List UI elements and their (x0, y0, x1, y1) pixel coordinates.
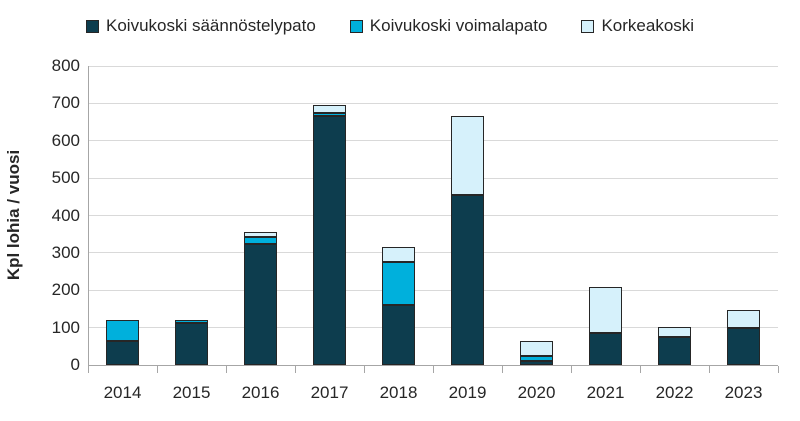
gridline (88, 289, 778, 291)
x-axis-tick (502, 366, 503, 373)
y-tick-label: 300 (51, 242, 80, 262)
x-tick-label: 2017 (310, 383, 349, 402)
bar-segment-9-series-0 (727, 327, 760, 365)
x-tick-label: 2023 (724, 383, 763, 402)
bar-segment-3-series-0 (313, 116, 346, 365)
gridline (88, 252, 778, 254)
bar-segment-3-series-1 (313, 112, 346, 117)
x-axis-tick (709, 366, 710, 373)
bar-segment-6-series-1 (520, 355, 553, 362)
bar-segment-9-series-2 (727, 309, 760, 328)
y-tick-label: 700 (51, 93, 80, 113)
legend-item: Koivukoski säännöstelypato (86, 16, 316, 36)
legend-item: Korkeakoski (581, 16, 694, 36)
y-tick-label: 400 (51, 205, 80, 225)
bar-segment-6-series-2 (520, 340, 553, 356)
x-axis-tick (157, 366, 158, 373)
legend-swatch-icon (581, 19, 595, 33)
bar-segment-2-series-0 (244, 243, 277, 365)
bar-segment-1-series-1 (175, 320, 208, 324)
x-tick-label: 2021 (586, 383, 625, 402)
bar-segment-4-series-2 (382, 247, 415, 263)
x-tick-label: 2022 (655, 383, 694, 402)
x-axis-tick (226, 366, 227, 373)
y-tick-label: 200 (51, 280, 80, 300)
y-tick-label: 800 (51, 56, 80, 75)
x-axis-tick (295, 366, 296, 373)
x-axis-tick (364, 366, 365, 373)
bar-segment-4-series-1 (382, 262, 415, 306)
y-tick-label: 500 (51, 168, 80, 188)
chart-legend: Koivukoski säännöstelypato Koivukoski voi… (86, 16, 694, 36)
bar-segment-4-series-0 (382, 305, 415, 365)
y-axis-line (88, 66, 89, 365)
x-axis-tick (778, 366, 779, 373)
x-tick-label: 2020 (517, 383, 556, 402)
bar-segment-8-series-0 (658, 336, 691, 365)
bar-segment-1-series-0 (175, 323, 208, 365)
gridline (88, 327, 778, 329)
bar-segment-7-series-0 (589, 333, 622, 365)
bar-segment-2-series-1 (244, 236, 277, 244)
gridline (88, 140, 778, 142)
x-axis-tick (571, 366, 572, 373)
gridline (88, 215, 778, 216)
gridline (88, 65, 778, 67)
bar-segment-5-series-0 (451, 194, 484, 365)
bar-segment-8-series-2 (658, 326, 691, 337)
legend-label: Korkeakoski (601, 16, 695, 35)
y-tick-label: 600 (51, 130, 80, 150)
bar-segment-0-series-0 (106, 340, 139, 365)
x-axis-line (88, 365, 778, 366)
bar-segment-6-series-0 (520, 361, 553, 365)
x-tick-label: 2015 (172, 383, 211, 402)
y-tick-label: 100 (51, 317, 80, 337)
x-tick-label: 2019 (448, 383, 487, 402)
legend-swatch-icon (349, 19, 363, 33)
x-tick-label: 2018 (379, 383, 418, 402)
gridline (88, 102, 778, 104)
bar-segment-7-series-2 (589, 287, 622, 334)
gridline (88, 177, 778, 179)
legend-swatch-icon (86, 19, 99, 33)
x-tick-label: 2016 (241, 383, 280, 402)
legend-label: Koivukoski voimalapato (369, 16, 548, 35)
legend-item: Koivukoski voimalapato (349, 16, 548, 36)
bar-segment-0-series-1 (106, 320, 139, 341)
x-tick-label: 2014 (103, 383, 142, 402)
bar-segment-3-series-2 (313, 105, 346, 113)
legend-label: Koivukoski säännöstelypato (106, 16, 316, 35)
x-axis-tick (640, 366, 641, 373)
x-axis-tick (433, 366, 434, 373)
y-tick-label: 0 (70, 355, 80, 374)
x-axis-tick (88, 366, 89, 373)
bar-segment-2-series-2 (244, 232, 277, 237)
bar-segment-5-series-2 (451, 116, 484, 195)
